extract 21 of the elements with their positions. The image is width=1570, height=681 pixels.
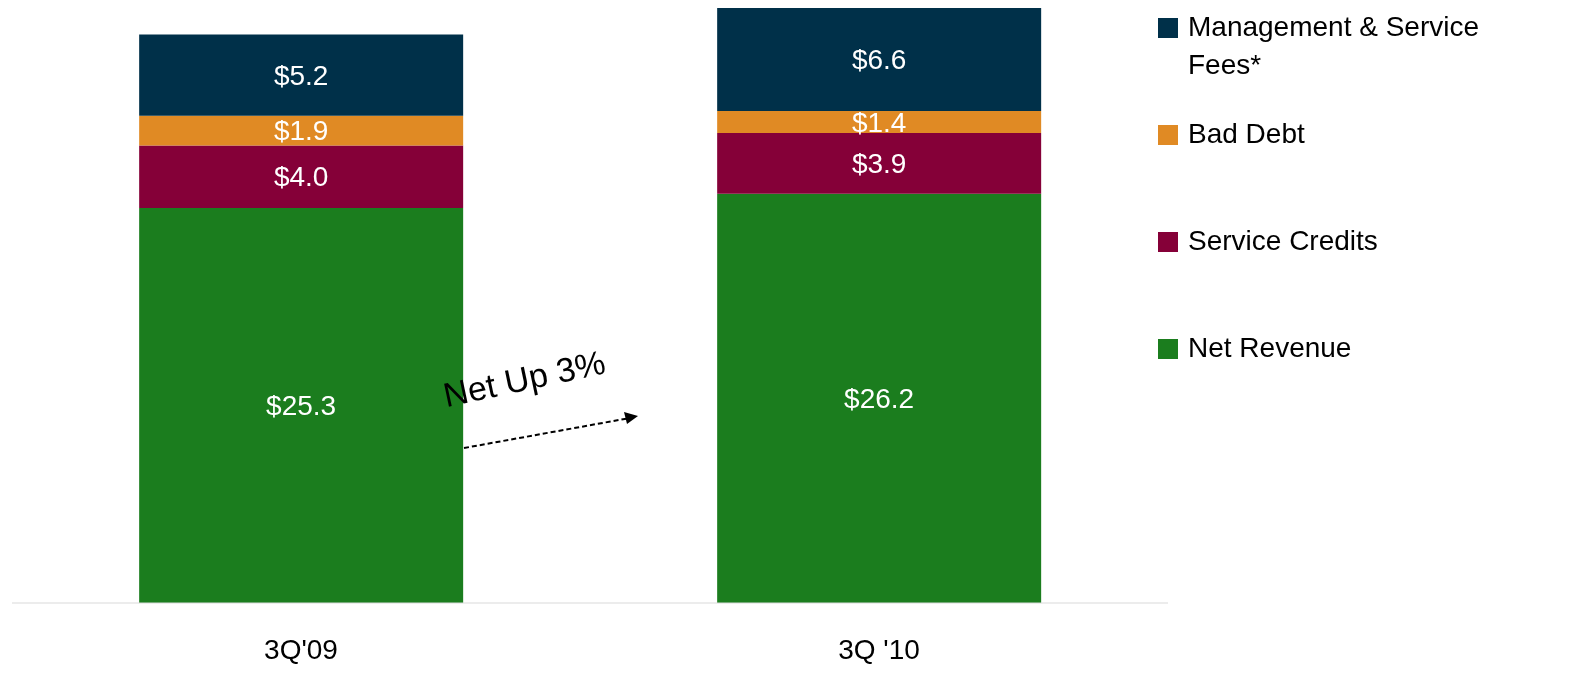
x-tick-label: 3Q '10: [838, 633, 920, 665]
bar: [139, 115, 464, 146]
bar: [717, 8, 1042, 112]
legend-label: Service Credits: [1188, 224, 1378, 258]
data-label: $5.2: [273, 59, 329, 91]
data-label: $4.0: [273, 161, 329, 193]
bar: [139, 34, 464, 116]
legend-label: Bad Debt: [1188, 117, 1305, 151]
data-label: $26.2: [844, 382, 915, 414]
data-label: $1.4: [851, 106, 907, 138]
bar: [717, 193, 1042, 603]
data-label: $1.9: [273, 115, 329, 147]
annotation: Net Up 3%: [439, 342, 609, 415]
x-tick-label: 3Q'09: [264, 633, 338, 665]
bar: [717, 111, 1042, 133]
data-label: $3.9: [851, 147, 907, 179]
data-label: $6.6: [851, 44, 907, 76]
legend-label: Net Revenue: [1188, 331, 1352, 365]
legend-label: Management & Service Fees*: [1188, 10, 1481, 82]
bar: [139, 145, 464, 208]
data-label: $25.3: [266, 389, 337, 421]
